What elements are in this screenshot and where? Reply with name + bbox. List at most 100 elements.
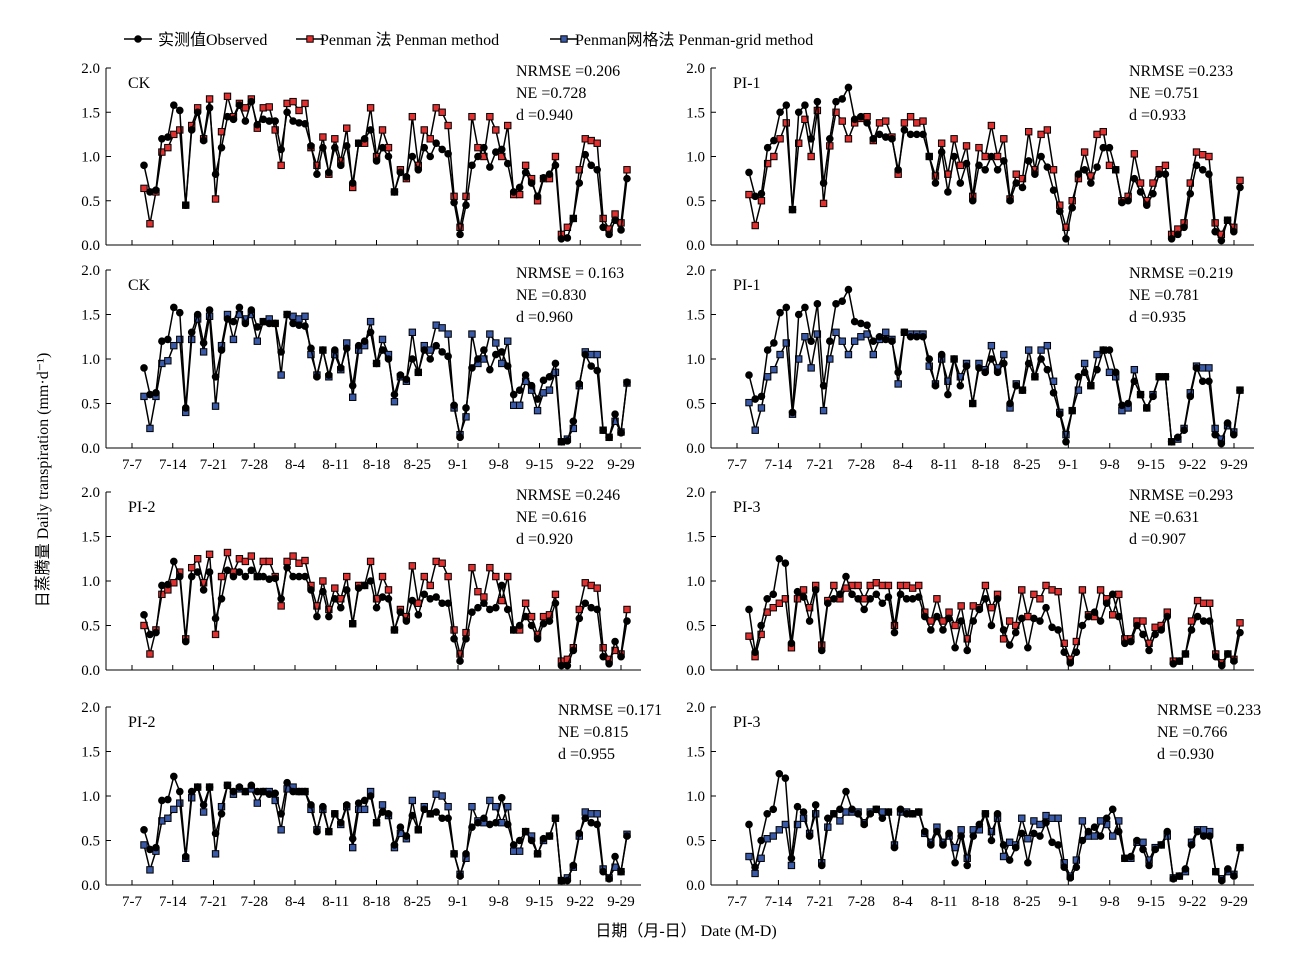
data-point (1186, 189, 1195, 198)
data-point (438, 348, 446, 356)
data-point (515, 190, 524, 199)
data-point (235, 101, 244, 109)
y-tick-label: 1.0 (686, 789, 705, 805)
data-point (509, 626, 518, 634)
data-point (1030, 817, 1038, 825)
data-point (875, 119, 884, 127)
data-point (975, 364, 983, 372)
data-point (503, 362, 512, 370)
data-point (925, 362, 933, 370)
data-point (360, 796, 369, 805)
data-point (819, 179, 828, 187)
data-point (468, 608, 476, 616)
data-point (301, 99, 309, 108)
x-tick-label: 8-4 (285, 457, 305, 473)
data-point (563, 661, 572, 670)
data-point (1012, 381, 1021, 390)
data-point (801, 303, 809, 312)
data-point (824, 599, 832, 608)
data-point (390, 398, 399, 406)
data-point (793, 802, 802, 811)
stat-text: d =0.930 (1157, 746, 1214, 763)
data-point (807, 135, 815, 143)
legend-marker (306, 35, 314, 43)
data-point (593, 584, 601, 592)
data-point (193, 108, 202, 117)
data-point (1151, 623, 1159, 631)
data-point (265, 557, 273, 566)
data-point (217, 572, 226, 581)
data-point (1186, 179, 1194, 187)
data-point (751, 221, 759, 230)
data-point (951, 621, 959, 630)
data-point (817, 861, 826, 870)
data-point (241, 787, 250, 796)
data-point (1037, 346, 1045, 354)
y-tick-label: 0.0 (686, 878, 705, 894)
data-point (241, 557, 250, 566)
data-point (336, 818, 345, 827)
data-point (444, 802, 452, 811)
data-point (763, 143, 772, 152)
data-point (957, 826, 965, 834)
data-point (140, 161, 148, 170)
data-point (241, 104, 250, 112)
data-point (757, 404, 766, 412)
data-point (289, 97, 297, 106)
data-point (420, 143, 429, 152)
data-point (164, 143, 172, 152)
data-point (247, 97, 256, 106)
data-point (235, 555, 244, 563)
data-point (811, 586, 820, 594)
data-point (842, 572, 850, 581)
data-point (170, 101, 178, 109)
data-point (1186, 392, 1195, 401)
data-point (757, 621, 765, 630)
data-point (325, 612, 333, 621)
data-point (782, 339, 790, 347)
data-point (1181, 865, 1190, 873)
data-point (551, 590, 560, 599)
data-point (575, 829, 584, 838)
data-point (1080, 148, 1089, 156)
data-point (289, 552, 297, 560)
data-point (913, 332, 921, 341)
data-point (170, 341, 178, 350)
data-point (836, 805, 844, 814)
data-point (378, 346, 387, 354)
data-point (896, 590, 905, 599)
data-point (199, 136, 208, 145)
data-point (1066, 874, 1075, 882)
data-point (188, 563, 196, 572)
x-tick-label: 7-7 (727, 457, 747, 473)
data-point (975, 161, 983, 170)
data-point (1205, 152, 1213, 161)
y-tick-label: 1.5 (686, 308, 705, 324)
data-point (551, 152, 560, 161)
data-point (521, 612, 530, 621)
data-point (1187, 841, 1196, 849)
data-point (968, 196, 977, 205)
data-point (844, 350, 853, 359)
x-tick-label: 9-1 (1058, 457, 1078, 473)
data-point (181, 637, 190, 646)
data-point (617, 429, 625, 437)
data-point (1024, 858, 1032, 867)
data-point (575, 380, 584, 388)
data-point (819, 406, 828, 415)
data-point (211, 372, 220, 381)
data-point (1068, 406, 1076, 415)
data-point (1018, 814, 1026, 822)
x-tick-label: 7-28 (241, 894, 269, 910)
data-point (360, 135, 369, 143)
data-point (1062, 430, 1070, 439)
data-point (408, 355, 417, 363)
data-point (770, 365, 778, 374)
data-point (456, 650, 464, 658)
data-point (146, 866, 154, 874)
data-point (492, 818, 500, 827)
data-point (187, 787, 196, 796)
legend-label: 实测值Observed (158, 31, 267, 49)
data-point (420, 590, 429, 599)
